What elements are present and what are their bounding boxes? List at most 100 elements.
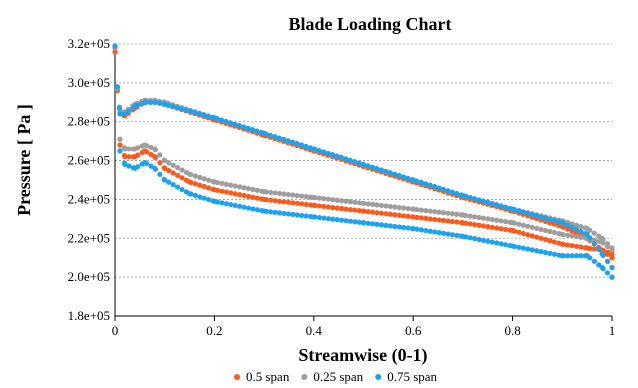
data-point xyxy=(498,203,504,209)
data-point xyxy=(223,189,229,195)
data-point xyxy=(578,244,584,250)
data-point xyxy=(281,210,287,217)
data-point xyxy=(117,148,123,154)
data-point xyxy=(232,183,238,189)
data-point xyxy=(476,236,482,243)
data-point xyxy=(228,201,234,208)
data-point xyxy=(148,151,154,158)
data-point xyxy=(281,191,287,197)
data-point xyxy=(261,208,267,214)
data-point xyxy=(245,205,252,211)
data-point xyxy=(578,228,584,235)
data-point xyxy=(569,228,575,234)
data-point xyxy=(573,243,580,249)
data-point xyxy=(122,154,128,160)
data-point xyxy=(565,242,571,248)
data-point xyxy=(476,222,482,228)
data-point xyxy=(132,146,138,152)
data-point xyxy=(591,258,597,264)
data-point xyxy=(414,214,420,220)
y-tick-labels: 1.8e+05 2.0e+05 2.2e+05 2.4e+05 2.6e+05 2.8e+… xyxy=(68,36,110,323)
data-point xyxy=(117,111,123,117)
data-point xyxy=(609,251,615,257)
data-point xyxy=(197,194,203,200)
data-point xyxy=(431,184,438,190)
data-point xyxy=(232,121,238,127)
data-point xyxy=(157,152,163,158)
data-point xyxy=(132,154,138,160)
data-point xyxy=(440,230,447,236)
data-point xyxy=(281,136,287,143)
data-point xyxy=(396,212,402,218)
data-point xyxy=(551,217,557,224)
data-point xyxy=(156,100,162,106)
x-tick-label: 1 xyxy=(609,323,616,338)
data-point xyxy=(584,253,590,259)
data-point xyxy=(347,206,354,213)
data-point xyxy=(316,214,323,221)
data-point xyxy=(290,192,296,198)
data-point xyxy=(299,193,305,199)
data-point xyxy=(609,274,615,280)
data-point xyxy=(299,212,305,219)
data-point xyxy=(157,160,163,166)
data-point xyxy=(267,132,273,138)
data-point xyxy=(187,108,194,114)
data-point xyxy=(228,182,234,188)
data-point xyxy=(533,213,540,219)
data-point xyxy=(122,161,128,168)
data-point xyxy=(494,202,500,208)
data-point xyxy=(476,214,482,221)
data-point xyxy=(436,185,442,191)
data-point xyxy=(542,236,549,243)
data-point xyxy=(276,135,282,141)
data-point xyxy=(170,103,176,110)
data-point xyxy=(241,192,247,199)
data-point xyxy=(126,146,132,152)
data-point xyxy=(591,230,597,236)
data-point xyxy=(436,209,442,215)
data-point xyxy=(471,196,478,202)
data-point xyxy=(392,212,398,218)
data-point xyxy=(122,146,128,152)
data-point xyxy=(565,232,571,238)
data-point xyxy=(268,197,274,203)
data-point xyxy=(250,186,256,193)
data-point xyxy=(520,222,526,228)
data-point xyxy=(170,170,176,176)
y-tick-label: 2.4e+05 xyxy=(68,191,110,206)
data-point xyxy=(126,163,132,169)
data-point xyxy=(432,209,438,215)
data-point xyxy=(219,180,225,187)
data-point xyxy=(445,231,451,237)
data-point xyxy=(303,213,309,219)
legend-label: 0.75 span xyxy=(387,369,437,384)
data-point xyxy=(565,226,571,232)
data-point xyxy=(494,240,500,246)
data-point xyxy=(418,215,424,221)
data-point xyxy=(290,200,296,206)
data-point xyxy=(383,168,389,174)
data-point xyxy=(166,160,172,166)
data-point xyxy=(502,204,509,210)
data-point xyxy=(445,188,451,194)
data-point xyxy=(281,199,287,205)
data-point xyxy=(162,101,168,107)
data-point xyxy=(494,217,500,223)
data-point xyxy=(392,223,398,230)
data-point xyxy=(241,124,247,130)
data-point xyxy=(460,233,466,239)
data-point xyxy=(578,224,584,230)
data-point xyxy=(599,264,605,271)
data-point xyxy=(311,194,317,201)
data-point xyxy=(449,189,455,195)
data-point xyxy=(117,136,123,142)
data-point xyxy=(471,236,478,242)
data-point xyxy=(268,209,274,215)
data-point xyxy=(272,134,278,140)
data-point xyxy=(321,196,327,202)
data-point xyxy=(339,217,345,223)
data-point xyxy=(343,198,349,204)
data-point xyxy=(542,249,549,256)
data-point xyxy=(241,204,247,210)
